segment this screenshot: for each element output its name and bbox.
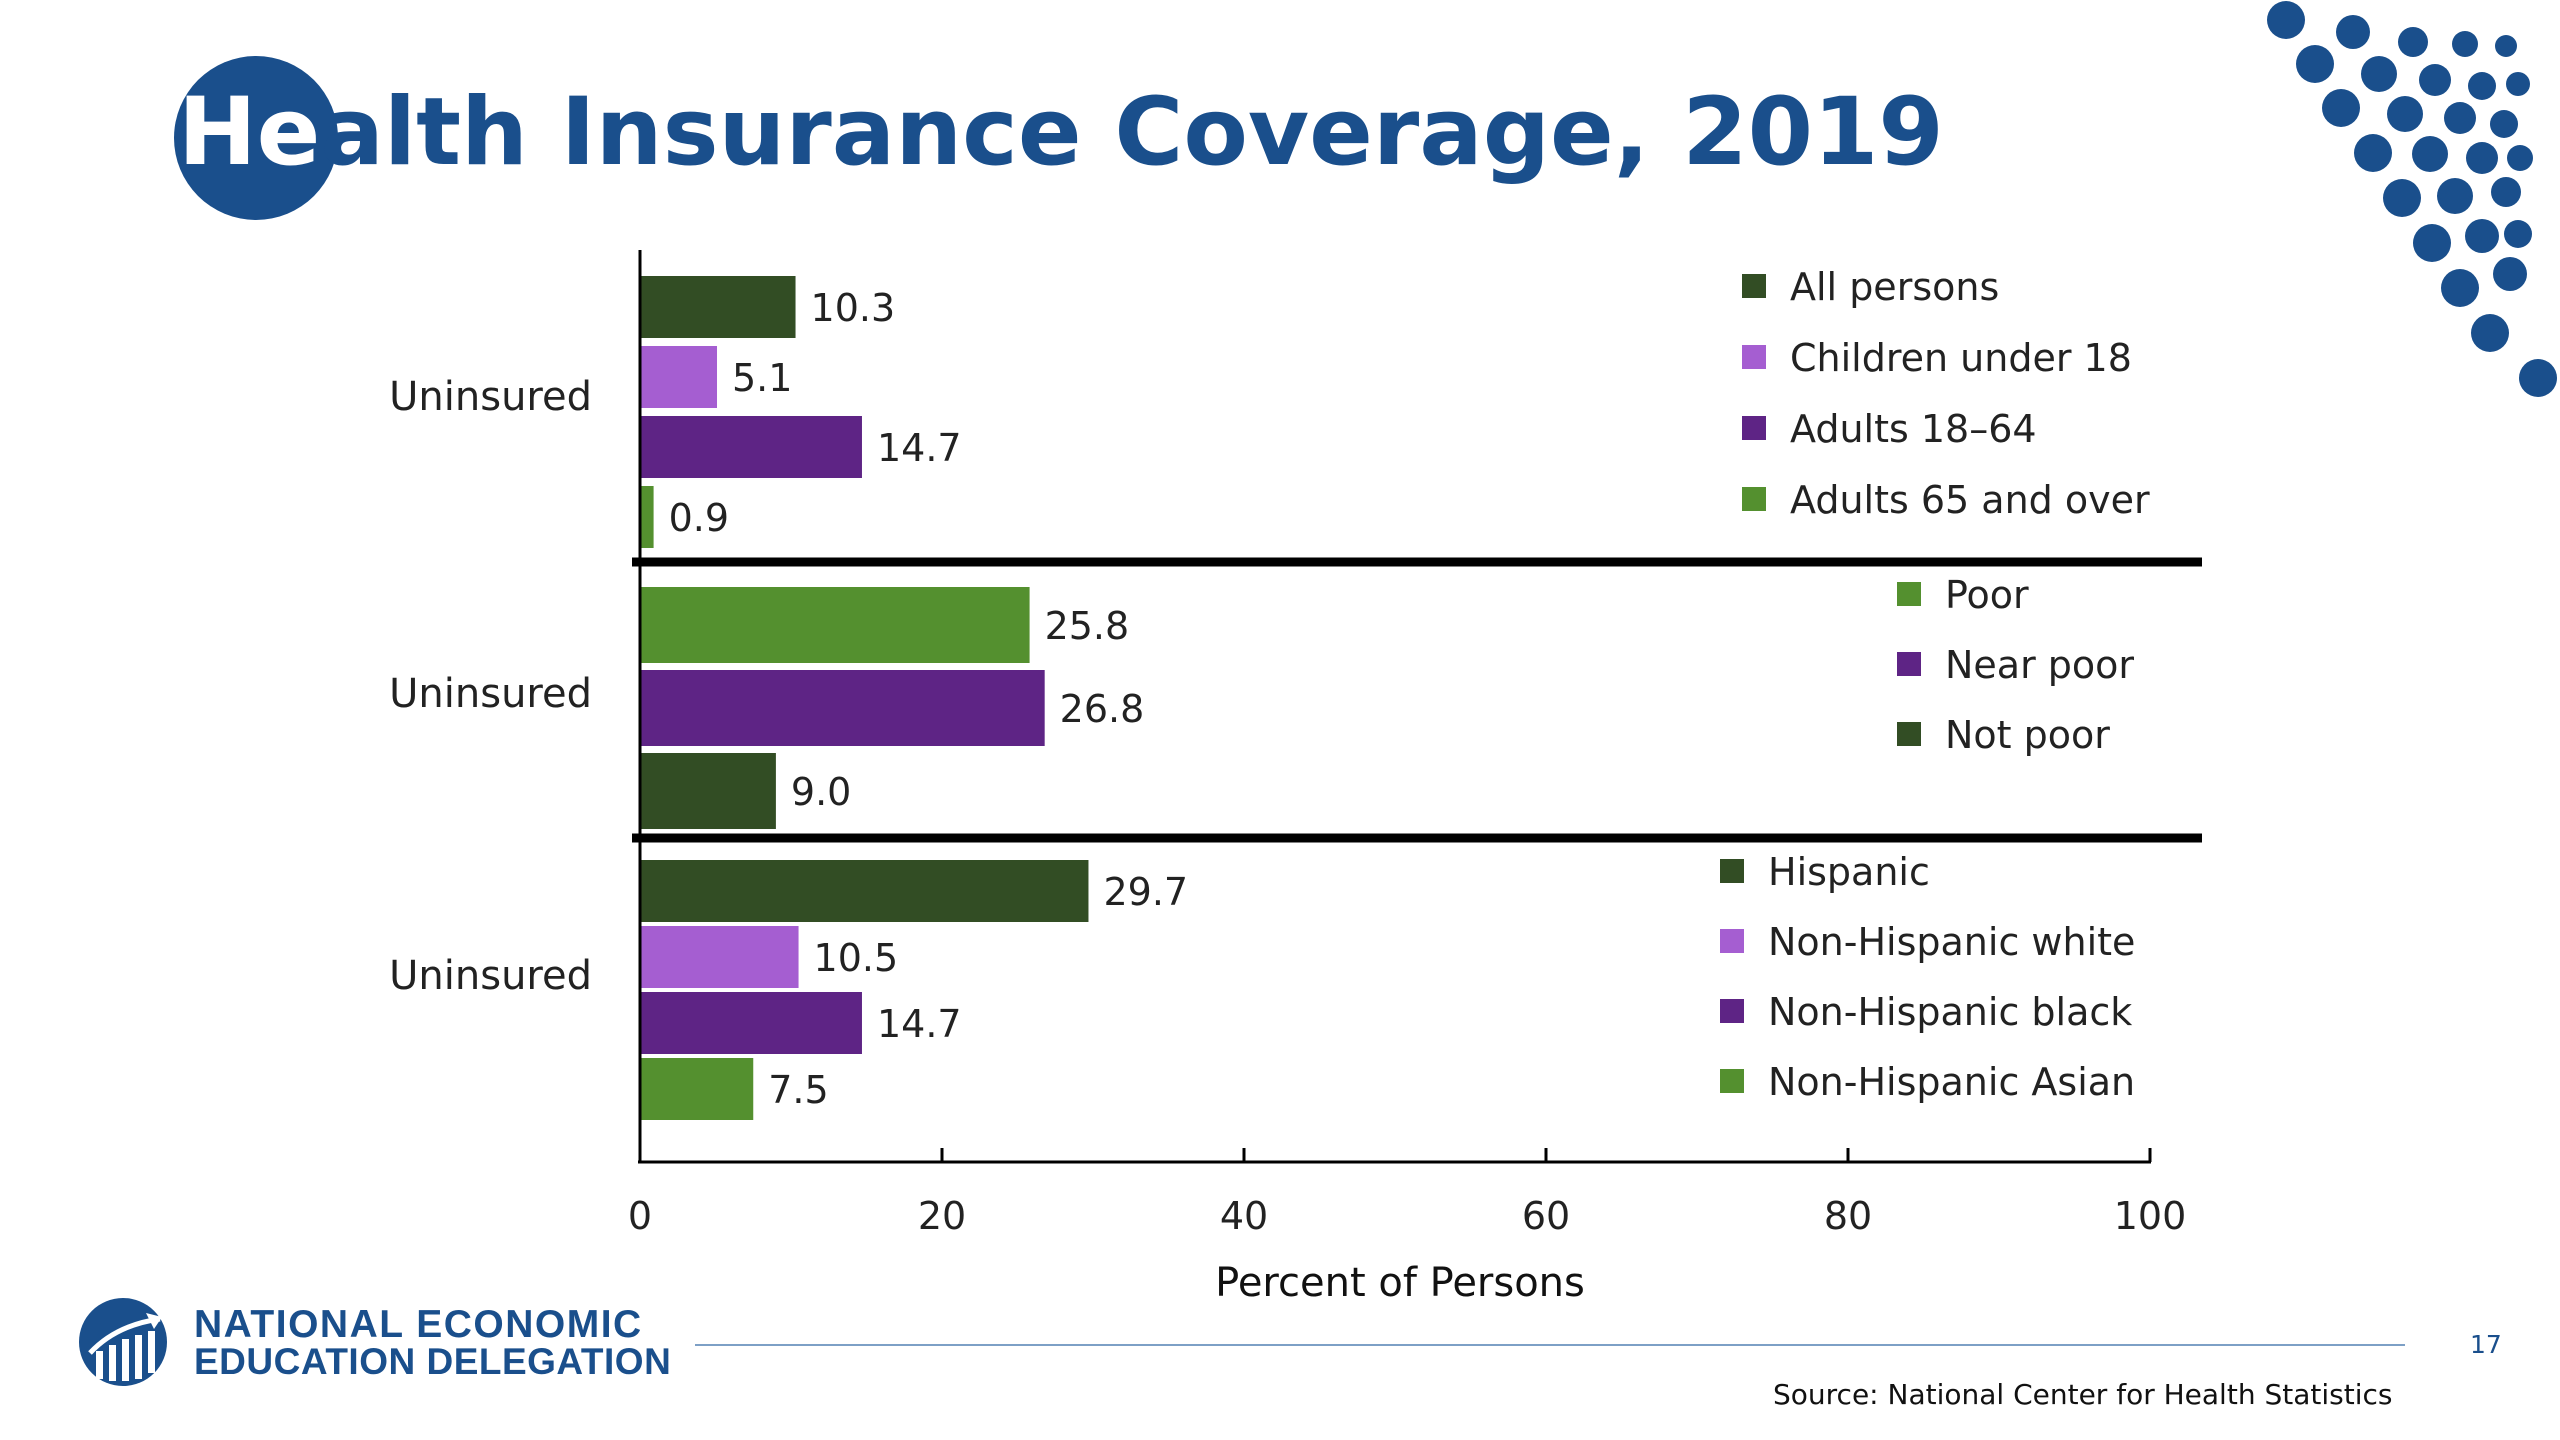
data-label: 25.8 bbox=[1045, 604, 1130, 648]
decorative-dot bbox=[2495, 35, 2517, 57]
bar-0-1 bbox=[640, 346, 718, 408]
legend-label: Adults 18–64 bbox=[1790, 407, 2037, 451]
decorative-dot bbox=[2398, 27, 2428, 57]
decorative-dot bbox=[2444, 102, 2476, 134]
decorative-dot bbox=[2504, 220, 2532, 248]
slide-title-lead: He bbox=[178, 78, 321, 187]
legend-swatch bbox=[1742, 487, 1766, 511]
x-axis-title: Percent of Persons bbox=[1215, 1260, 1585, 1306]
y-category-label: Uninsured bbox=[389, 953, 592, 999]
legend-swatch bbox=[1742, 274, 1766, 298]
legend-label: Children under 18 bbox=[1790, 336, 2132, 380]
bar-1-1 bbox=[640, 670, 1045, 746]
decorative-dot bbox=[2419, 64, 2451, 96]
decorative-dot bbox=[2519, 359, 2557, 397]
data-label: 10.3 bbox=[811, 286, 896, 330]
legend-label: Non-Hispanic white bbox=[1768, 920, 2135, 964]
decorative-dot bbox=[2361, 56, 2397, 92]
legend-swatch bbox=[1720, 859, 1744, 883]
data-label: 14.7 bbox=[877, 426, 962, 470]
decorative-dot bbox=[2465, 219, 2499, 253]
legend-swatch bbox=[1897, 722, 1921, 746]
data-label: 14.7 bbox=[877, 1002, 962, 1046]
decorative-dot bbox=[2412, 136, 2448, 172]
decorative-dot bbox=[2322, 89, 2360, 127]
decorative-dot bbox=[2441, 269, 2479, 307]
bar-2-3 bbox=[640, 1058, 754, 1120]
decorative-dot bbox=[2468, 72, 2496, 100]
bar-2-2 bbox=[640, 992, 862, 1054]
logo-text-line1: NATIONAL ECONOMIC bbox=[194, 1303, 643, 1346]
decorative-dot bbox=[2383, 179, 2421, 217]
logo-globe-chart-icon bbox=[79, 1298, 167, 1386]
x-tick-label: 60 bbox=[1522, 1194, 1570, 1238]
nedd-logo: NATIONAL ECONOMIC EDUCATION DELEGATION bbox=[76, 1295, 676, 1405]
data-label: 0.9 bbox=[669, 496, 729, 540]
page-number: 17 bbox=[2470, 1330, 2502, 1359]
bar-0-2 bbox=[640, 416, 862, 478]
decorative-dot bbox=[2491, 177, 2521, 207]
decorative-dot bbox=[2452, 31, 2478, 57]
source-note: Source: National Center for Health Stati… bbox=[1773, 1378, 2393, 1411]
x-tick-label: 40 bbox=[1220, 1194, 1268, 1238]
legend-swatch bbox=[1720, 929, 1744, 953]
decorative-dot bbox=[2387, 96, 2423, 132]
decorative-dot bbox=[2354, 134, 2392, 172]
x-tick-label: 20 bbox=[918, 1194, 966, 1238]
footer-divider bbox=[695, 1344, 2405, 1346]
legend-swatch bbox=[1720, 999, 1744, 1023]
decorative-dot bbox=[2471, 314, 2509, 352]
data-label: 10.5 bbox=[814, 936, 899, 980]
x-tick-label: 100 bbox=[2114, 1194, 2187, 1238]
decorative-dot bbox=[2490, 110, 2518, 138]
decorative-dot bbox=[2506, 72, 2530, 96]
data-label: 7.5 bbox=[768, 1068, 828, 1112]
legend-label: Non-Hispanic Asian bbox=[1768, 1060, 2135, 1104]
legend-swatch bbox=[1897, 582, 1921, 606]
decorative-dot bbox=[2507, 145, 2533, 171]
legend-label: Poor bbox=[1945, 573, 2029, 617]
legend-swatch bbox=[1720, 1069, 1744, 1093]
legend-swatch bbox=[1742, 416, 1766, 440]
x-tick-label: 80 bbox=[1824, 1194, 1872, 1238]
legend-swatch bbox=[1742, 345, 1766, 369]
decorative-dot bbox=[2437, 178, 2473, 214]
bar-1-2 bbox=[640, 753, 776, 829]
data-label: 5.1 bbox=[732, 356, 792, 400]
decorative-dot bbox=[2296, 45, 2334, 83]
title-circle-ornament bbox=[174, 56, 338, 220]
decorative-dot bbox=[2413, 224, 2451, 262]
legend-label: Not poor bbox=[1945, 713, 2110, 757]
y-category-label: Uninsured bbox=[389, 671, 592, 717]
slide-title: Health Insurance Coverage, 2019 bbox=[178, 78, 1944, 187]
logo-text-line2: EDUCATION DELEGATION bbox=[194, 1341, 672, 1382]
decorative-dot bbox=[2267, 1, 2305, 39]
bar-1-0 bbox=[640, 587, 1030, 663]
legend-swatch bbox=[1897, 652, 1921, 676]
bar-2-1 bbox=[640, 926, 799, 988]
legend-label: Hispanic bbox=[1768, 850, 1930, 894]
y-category-label: Uninsured bbox=[389, 374, 592, 420]
slide-title-rest: alth Insurance Coverage, 2019 bbox=[320, 78, 1944, 187]
data-label: 9.0 bbox=[791, 770, 851, 814]
bar-2-0 bbox=[640, 860, 1089, 922]
legend-label: Non-Hispanic black bbox=[1768, 990, 2132, 1034]
legend-label: Near poor bbox=[1945, 643, 2134, 687]
decorative-dot bbox=[2466, 142, 2498, 174]
bar-0-0 bbox=[640, 276, 796, 338]
data-label: 29.7 bbox=[1103, 870, 1188, 914]
legend-label: Adults 65 and over bbox=[1790, 478, 2150, 522]
decorative-dot bbox=[2493, 257, 2527, 291]
legend-label: All persons bbox=[1790, 265, 1999, 309]
data-label: 26.8 bbox=[1060, 687, 1145, 731]
bar-0-3 bbox=[640, 486, 654, 548]
x-tick-label: 0 bbox=[628, 1194, 652, 1238]
decorative-dot bbox=[2336, 15, 2370, 49]
decorative-dot-pattern bbox=[2267, 1, 2557, 397]
